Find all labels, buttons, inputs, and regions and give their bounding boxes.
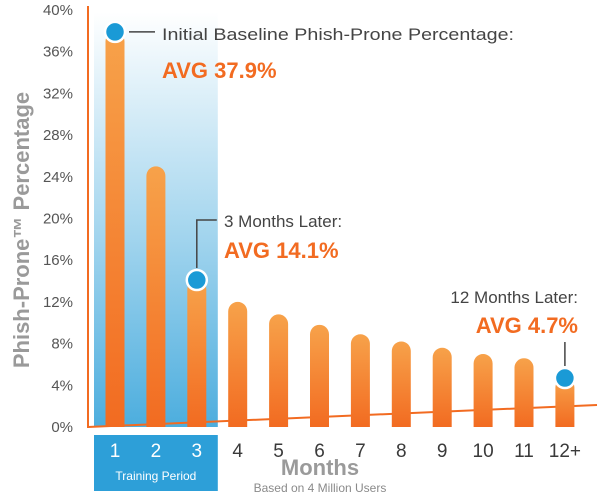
bar-month-8	[391, 341, 411, 427]
training-period-label: Training Period	[115, 469, 196, 483]
x-axis-line	[87, 404, 598, 428]
x-tick-label: 1	[110, 441, 121, 462]
training-period-box	[94, 435, 218, 491]
y-tick-label: 20%	[43, 211, 73, 228]
bar-month-11	[514, 358, 534, 427]
y-tick-label: 0%	[51, 419, 73, 436]
y-tick-label: 16%	[43, 252, 73, 269]
x-axis-title: Months	[281, 455, 359, 480]
annotation-marker	[185, 268, 209, 292]
x-tick-label: 4	[232, 441, 243, 462]
y-tick-label: 8%	[51, 336, 73, 353]
bar-month-7	[350, 334, 370, 427]
annotation-value: AVG 14.1%	[224, 238, 339, 263]
bar-month-3	[187, 280, 207, 427]
bar-month-5	[269, 314, 289, 427]
x-tick-label: 7	[355, 441, 366, 462]
x-tick-label: 12+	[549, 441, 581, 462]
y-tick-label: 12%	[43, 294, 73, 311]
bar-month-2	[146, 166, 166, 428]
x-axis-note: Based on 4 Million Users	[254, 481, 387, 495]
bar-month-4	[228, 301, 248, 427]
x-tick-label: 6	[314, 441, 325, 462]
annotation-value: AVG 37.9%	[162, 58, 277, 83]
x-tick-label: 11	[514, 441, 534, 462]
annotation-leader-line	[196, 219, 217, 269]
y-tick-label: 32%	[43, 85, 73, 102]
x-tick-label: 5	[273, 441, 284, 462]
bar-month-10	[473, 354, 493, 427]
annotation-text: 3 Months Later:	[224, 212, 342, 231]
annotation-text: 12 Months Later:	[450, 288, 578, 307]
y-tick-label: 40%	[43, 2, 73, 19]
bar-month-6	[310, 324, 329, 427]
x-tick-label: 8	[396, 441, 407, 462]
annotation-marker	[553, 366, 577, 390]
y-tick-label: 24%	[43, 169, 73, 186]
bar-month-1	[105, 31, 125, 428]
x-tick-label: 10	[473, 441, 494, 462]
bar-month-9	[432, 347, 452, 427]
annotation-marker	[103, 20, 127, 44]
annotation-text: Initial Baseline Phish-Prone Percentage:	[162, 25, 514, 44]
y-axis-title: Phish-Prone™ Percentage	[9, 92, 34, 368]
x-tick-label: 9	[437, 441, 448, 462]
x-tick-label: 2	[151, 441, 162, 462]
annotation-value: AVG 4.7%	[476, 313, 578, 338]
bar-month-12plus	[555, 378, 575, 427]
x-tick-label: 3	[192, 441, 203, 462]
y-tick-label: 28%	[43, 127, 73, 144]
y-tick-label: 36%	[43, 44, 73, 61]
y-tick-label: 4%	[51, 377, 73, 394]
